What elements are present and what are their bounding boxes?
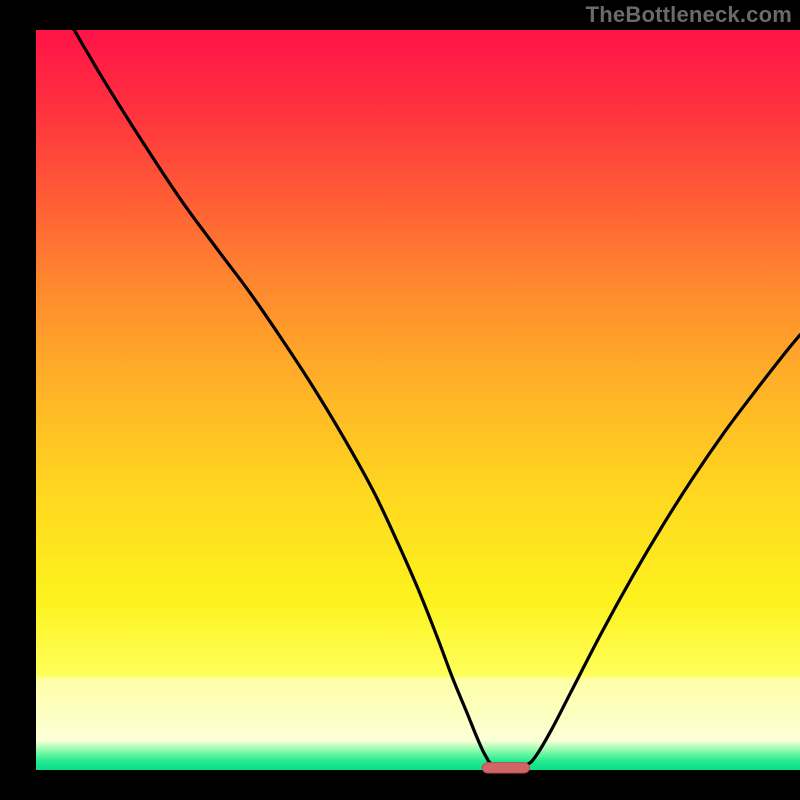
chart-svg	[0, 0, 800, 800]
optimum-marker	[482, 763, 529, 773]
plot-background	[36, 30, 800, 770]
watermark-text: TheBottleneck.com	[586, 2, 792, 28]
chart-root: { "watermark": { "text": "TheBottleneck.…	[0, 0, 800, 800]
